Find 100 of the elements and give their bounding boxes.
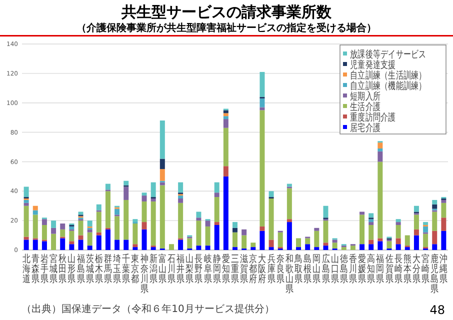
bar [214, 182, 220, 193]
bar [60, 224, 66, 230]
bar [124, 200, 129, 240]
bar [260, 98, 265, 108]
bar [305, 244, 310, 250]
bar [332, 240, 338, 243]
text: 48 [430, 303, 445, 317]
bar [214, 222, 220, 225]
bar [368, 213, 374, 218]
bar [160, 169, 165, 181]
x-tick-label: 岐阜県 [204, 253, 212, 286]
bar [32, 240, 38, 250]
bar [124, 186, 129, 200]
x-tick-label: 福島県 [76, 253, 85, 286]
bar [142, 192, 147, 196]
x-tick-label: 埼玉県 [112, 253, 122, 286]
x-tick-label: 長野県 [194, 253, 203, 286]
bar [78, 220, 84, 236]
bar [268, 240, 274, 248]
bar [378, 142, 383, 148]
bar [60, 229, 66, 237]
bar [60, 238, 66, 250]
x-tick-label: 山梨県 [186, 253, 194, 286]
x-tick-label: 滋賀県 [240, 253, 248, 286]
bar [87, 220, 92, 226]
bar [296, 238, 302, 248]
bar [87, 246, 92, 250]
bar [150, 198, 156, 202]
bar [423, 234, 428, 248]
bar [432, 200, 438, 204]
x-tick-label: 沖縄県 [438, 253, 448, 286]
x-tick-label: 宮崎県 [422, 253, 430, 286]
x-tick-label: 兵庫県 [267, 253, 276, 286]
bar [150, 201, 156, 246]
bar [232, 228, 238, 232]
bar [250, 247, 256, 250]
x-tick-label: 富山県 [158, 253, 166, 286]
bar [132, 219, 138, 222]
bar [260, 226, 265, 231]
bar [441, 230, 446, 250]
bar [142, 196, 147, 202]
legend-label: 居宅介護 [350, 122, 381, 134]
bar [223, 119, 228, 128]
bar [323, 206, 328, 218]
bar [432, 244, 438, 250]
bar [196, 246, 202, 250]
x-tick-label: 茨城県 [84, 253, 94, 286]
bar [378, 162, 383, 238]
bar [286, 222, 292, 250]
bar [341, 247, 346, 250]
bar [441, 200, 446, 203]
bar [441, 202, 446, 218]
chart-subtitle: （介護保険事業所が共生型障害福祉サービスの指定を受ける場合） [76, 22, 376, 34]
bar [368, 219, 374, 222]
x-tick-label: 福井県 [176, 253, 185, 286]
bar [260, 230, 265, 250]
bar [105, 229, 110, 250]
x-tick-label: 秋田県 [58, 253, 67, 286]
x-tick-label: 佐賀県 [385, 253, 394, 286]
bar [268, 191, 274, 198]
bar [368, 224, 374, 240]
x-tick-label: 徳島県 [340, 253, 348, 286]
bar [378, 148, 383, 152]
bar [178, 182, 184, 193]
x-tick-label: 新潟県 [149, 253, 158, 286]
bar [223, 113, 228, 116]
bar [396, 219, 401, 222]
bar [87, 229, 92, 232]
bar [232, 222, 238, 228]
bar [87, 232, 92, 246]
x-tick-label: 静岡県 [212, 253, 221, 286]
x-tick-label: 東京都 [131, 253, 140, 286]
bar [205, 246, 210, 250]
bar [196, 220, 202, 246]
bar [360, 214, 365, 244]
bar [196, 218, 202, 221]
x-tick-label: 宮城県 [48, 253, 58, 286]
bar [105, 191, 110, 228]
x-tick-label: 山形県 [68, 253, 76, 286]
bar [286, 219, 292, 222]
bar [32, 210, 38, 215]
bar [396, 238, 401, 244]
x-tick-label: 奈良県 [276, 253, 284, 286]
x-tick-label: 長崎県 [394, 253, 402, 286]
bar [42, 219, 47, 225]
bar [223, 176, 228, 250]
bar [105, 184, 110, 190]
bar [314, 230, 320, 248]
x-tick-label: 神奈川県 [140, 253, 148, 296]
bar [24, 200, 29, 203]
x-tick-label: 愛媛県 [358, 253, 366, 286]
bar [32, 214, 38, 238]
bar [323, 242, 328, 246]
bar [260, 110, 265, 226]
bar [69, 226, 74, 230]
bar [205, 226, 210, 246]
x-tick-label: 和歌山県 [285, 253, 294, 296]
bar [150, 247, 156, 250]
bar [96, 235, 102, 250]
bar [142, 229, 147, 250]
